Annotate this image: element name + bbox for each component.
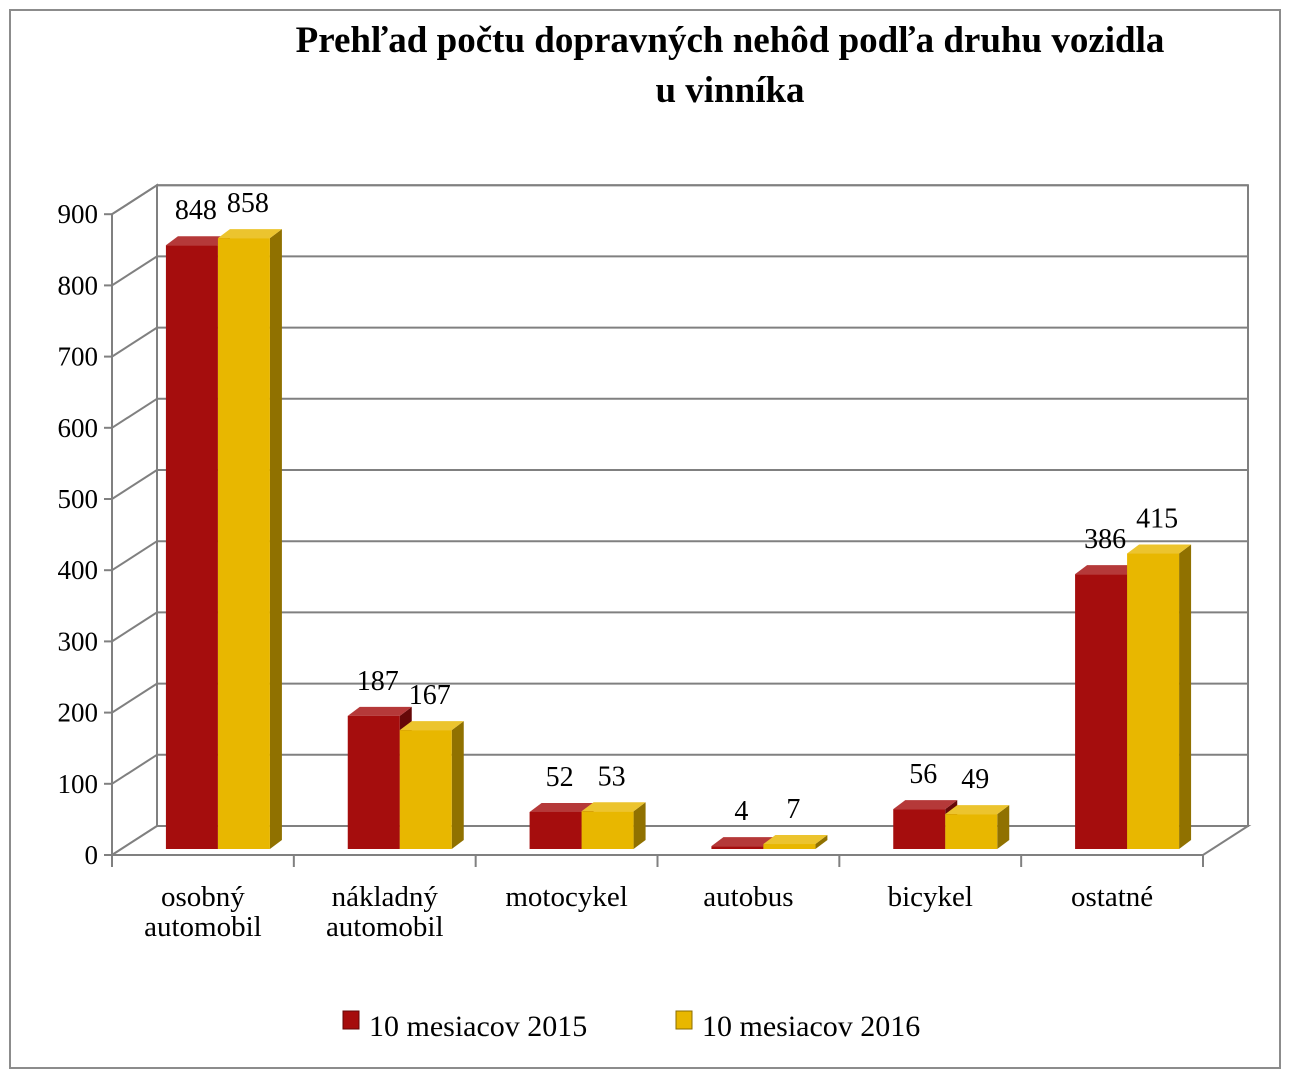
data-label: 187 <box>357 666 399 697</box>
gridline-side <box>111 540 158 572</box>
gridline-side <box>111 469 158 500</box>
legend-swatch <box>675 1010 693 1030</box>
bar-front <box>1127 553 1180 849</box>
gridline-side <box>111 753 158 785</box>
x-tick-label: automobil <box>144 911 262 943</box>
legend-label: 10 mesiacov 2015 <box>369 1010 587 1043</box>
data-label: 49 <box>961 764 989 795</box>
legend: 10 mesiacov 2015 10 mesiacov 2016 <box>342 1010 920 1043</box>
bars <box>165 229 1192 849</box>
bar-top <box>529 802 594 812</box>
bar <box>217 229 282 849</box>
bar-side <box>451 721 464 849</box>
y-tick-label: 800 <box>58 270 99 300</box>
y-tick-label: 300 <box>58 626 99 656</box>
y-tick-label: 200 <box>58 698 99 728</box>
legend-swatch <box>342 1010 360 1030</box>
bar-top <box>347 706 412 716</box>
x-tick-label: automobil <box>326 911 444 943</box>
bar-front <box>165 245 218 849</box>
y-tick-label: 500 <box>58 484 99 514</box>
bar <box>581 802 646 849</box>
data-label: 56 <box>909 759 937 790</box>
y-tick-label: 0 <box>85 840 99 870</box>
bar-top <box>893 800 958 810</box>
bar-top <box>217 229 282 239</box>
data-label: 386 <box>1084 524 1126 555</box>
bar <box>399 721 464 849</box>
y-tick-label: 900 <box>58 199 99 229</box>
x-tick-label: bicykel <box>888 881 973 913</box>
title-line: Prehľad počtu dopravných nehôd podľa dru… <box>296 20 1165 61</box>
bar-side <box>269 229 282 849</box>
bar-front <box>945 814 998 849</box>
bar-front <box>1075 574 1128 849</box>
axes: 0 100 200 300 400 500 600 700 800 900 <box>58 199 1204 870</box>
y-tick-label: 400 <box>58 555 99 585</box>
bar-side <box>997 805 1010 849</box>
gridline-side <box>111 326 158 358</box>
x-tick-label: ostatné <box>1071 881 1153 913</box>
bar-top <box>165 236 230 246</box>
bar-front <box>399 730 452 849</box>
data-label: 167 <box>409 680 451 711</box>
bar-front <box>711 846 764 849</box>
bar-top <box>581 802 646 812</box>
bar <box>945 805 1010 849</box>
gridlines <box>111 184 1248 785</box>
bar-top <box>399 721 464 731</box>
bar-top <box>945 805 1010 815</box>
bar-front <box>893 809 946 849</box>
bar-front <box>581 811 634 849</box>
bar-side <box>1179 544 1192 849</box>
bar-front <box>347 715 400 849</box>
y-tick-label: 700 <box>58 342 99 372</box>
data-label: 858 <box>227 188 269 219</box>
bar-side <box>815 835 828 849</box>
gridline-side <box>111 184 158 216</box>
y-tick-label: 600 <box>58 413 99 443</box>
data-label: 7 <box>786 794 800 825</box>
x-tick-label: nákladný <box>332 881 439 913</box>
bar-top <box>711 837 776 847</box>
bar <box>763 835 828 849</box>
data-label: 4 <box>734 796 748 827</box>
x-tick-label: osobný <box>161 881 245 913</box>
y-tick-label: 100 <box>58 769 99 799</box>
title-line: u vinníka <box>655 70 804 111</box>
bar-front <box>217 238 270 849</box>
gridline-side <box>111 397 158 429</box>
side-wall <box>111 183 158 857</box>
bar-front <box>529 811 582 849</box>
x-tick-label: motocykel <box>505 881 627 913</box>
gridline-side <box>111 255 158 287</box>
bar-top <box>763 835 828 845</box>
bar-front <box>763 844 816 849</box>
gridline-side <box>111 682 158 714</box>
legend-label: 10 mesiacov 2016 <box>702 1010 920 1043</box>
bar-top <box>1127 544 1192 554</box>
bar-side <box>633 802 646 849</box>
data-label: 415 <box>1136 504 1178 535</box>
chart-title: Prehľad počtu dopravných nehôd podľa dru… <box>296 20 1165 111</box>
data-label: 53 <box>598 761 626 792</box>
bar-top <box>1075 565 1140 575</box>
x-tick-label: autobus <box>703 881 793 913</box>
bar <box>1127 544 1192 849</box>
gridline-side <box>111 611 158 643</box>
data-label: 848 <box>175 195 217 226</box>
data-label: 52 <box>546 762 574 793</box>
